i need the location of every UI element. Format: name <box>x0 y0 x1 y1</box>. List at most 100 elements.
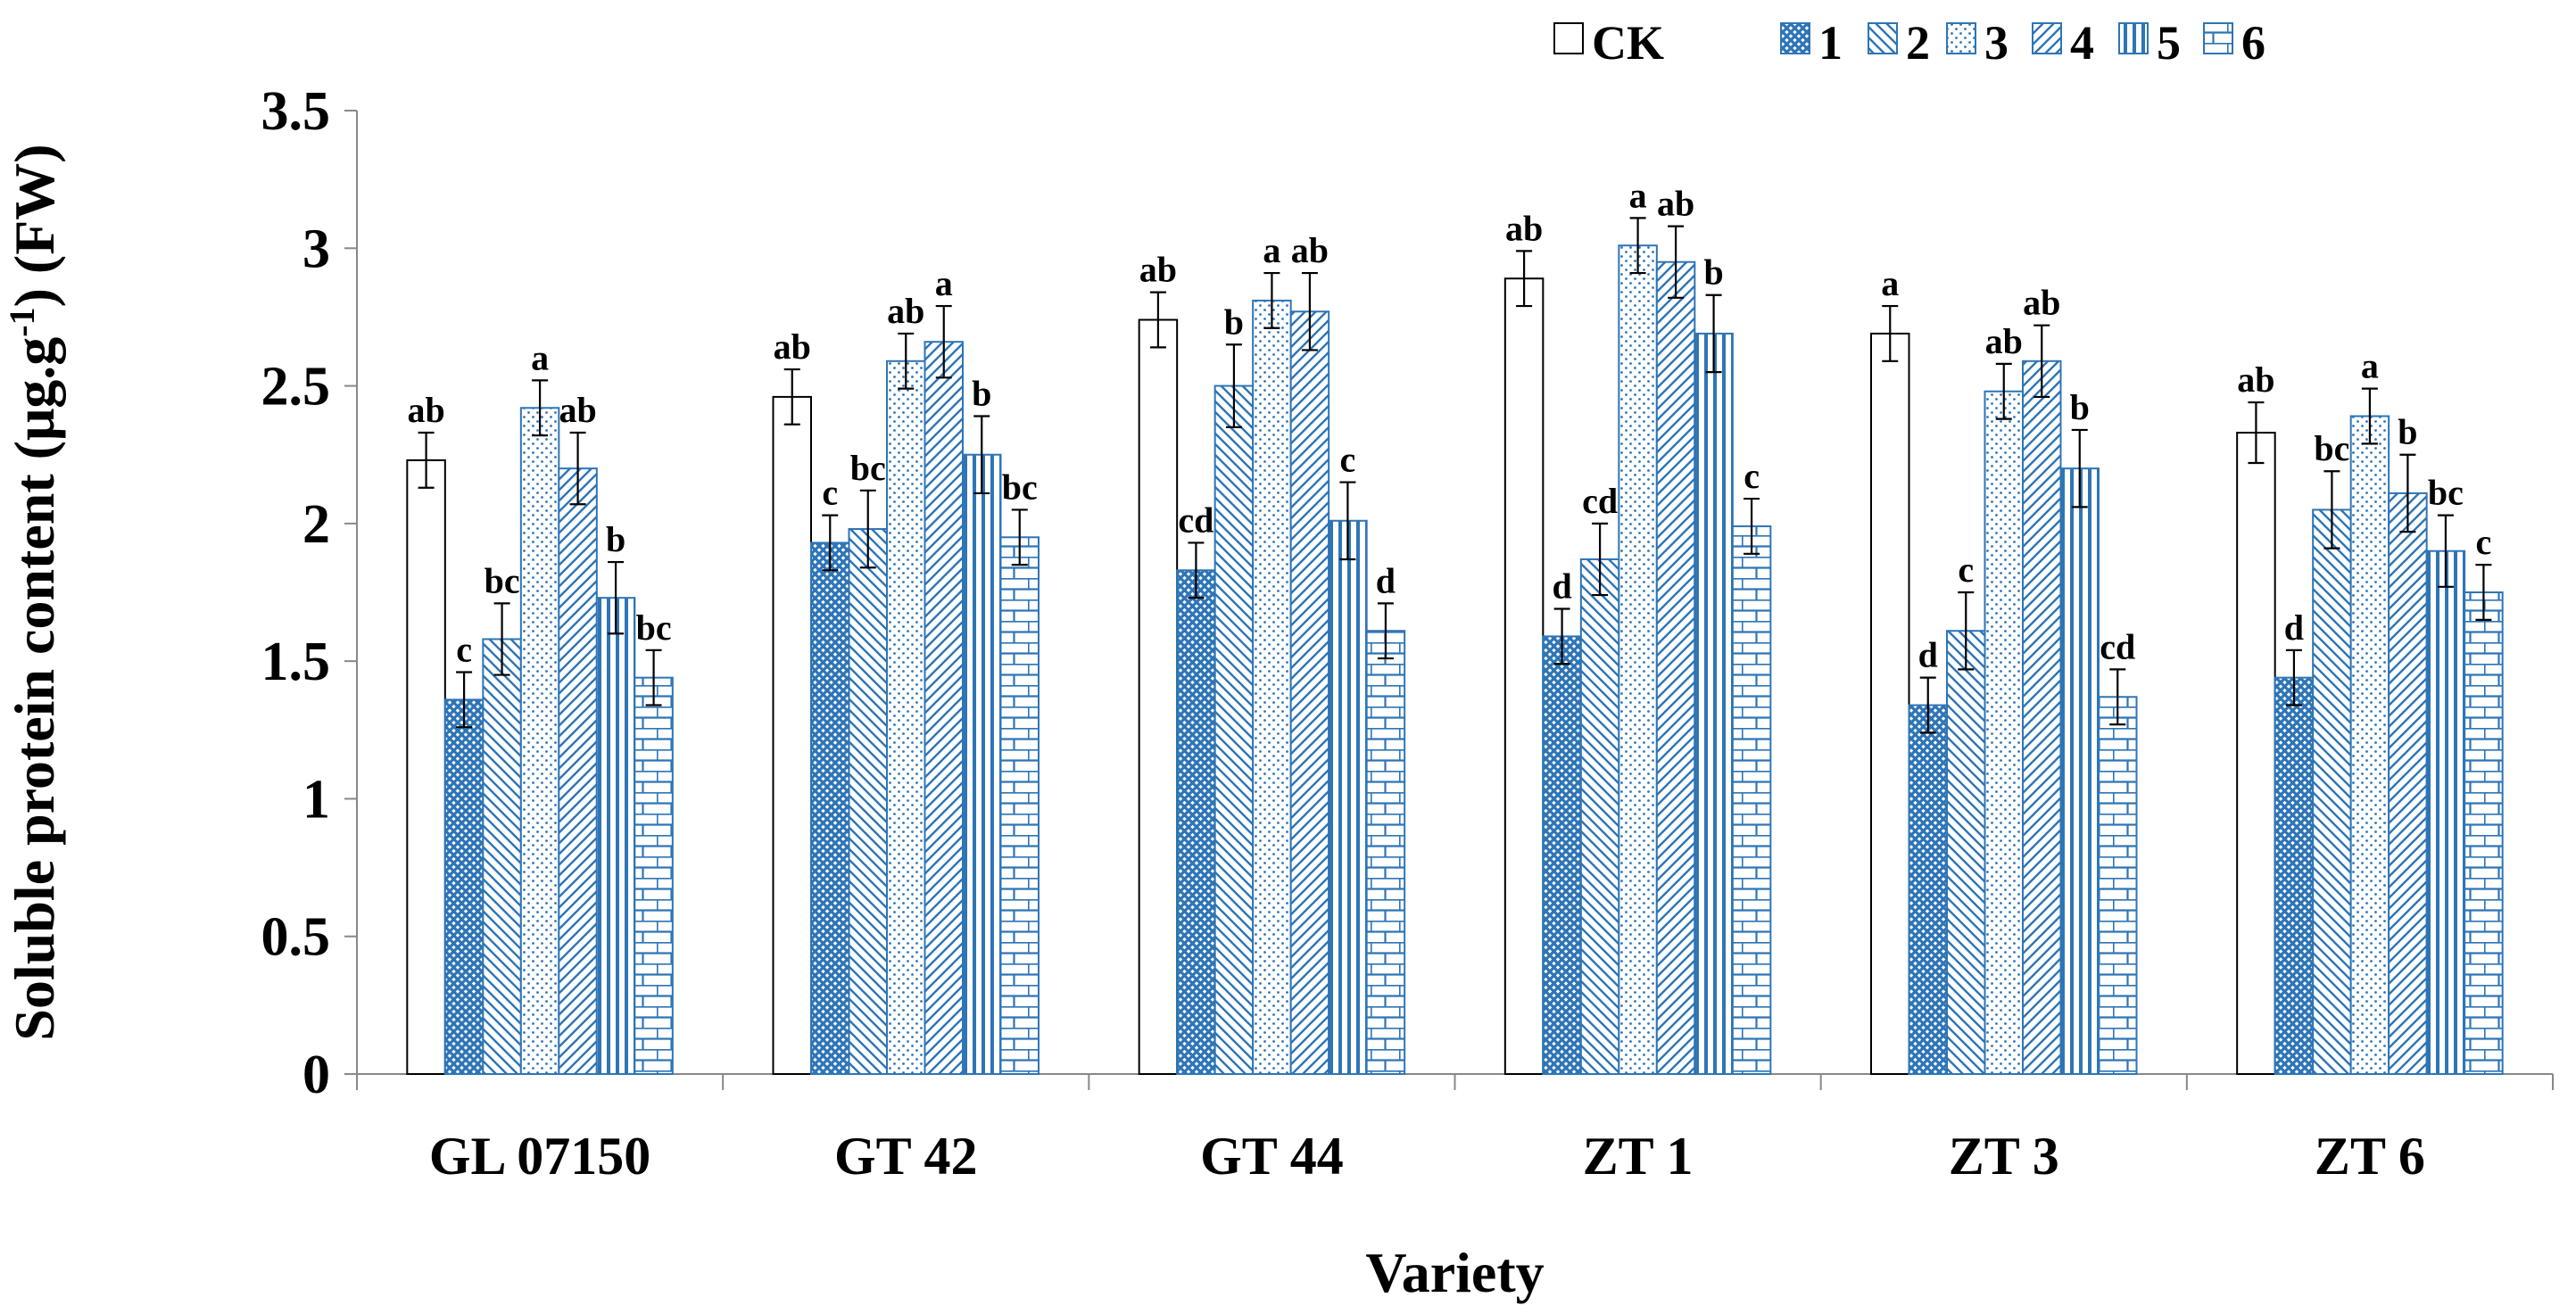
bar <box>886 359 926 1075</box>
x-tick-label: ZT 1 <box>1583 1127 1694 1186</box>
significance-label: bc <box>636 607 672 648</box>
bar <box>634 676 674 1076</box>
legend-label: 3 <box>1984 16 2009 70</box>
bar <box>962 453 1002 1075</box>
legend-swatch <box>1553 22 1584 54</box>
significance-label: ab <box>1291 230 1329 270</box>
y-tick-label: 3 <box>302 219 330 279</box>
legend-label: 4 <box>2070 16 2094 70</box>
significance-label: ab <box>1657 184 1694 224</box>
x-axis-title: Variety <box>1365 1241 1544 1304</box>
bar <box>1984 390 2024 1075</box>
bar <box>1176 569 1216 1075</box>
y-tick-label: 1 <box>302 769 330 830</box>
significance-label: bc <box>2314 428 2349 468</box>
significance-label: ab <box>1985 321 2023 361</box>
y-tick-label: 0 <box>302 1045 330 1105</box>
bar <box>1365 630 1406 1075</box>
bar <box>1503 277 1545 1075</box>
y-tick-label: 1.5 <box>261 632 331 692</box>
bar <box>2388 492 2428 1075</box>
bar <box>1731 525 1772 1075</box>
bar <box>406 459 446 1075</box>
bar <box>1579 558 1620 1075</box>
y-axis-title-superscript: -1 <box>2 307 42 336</box>
bar <box>1694 332 1734 1075</box>
legend-swatch <box>2032 22 2062 54</box>
significance-label: cd <box>1178 500 1213 540</box>
significance-label: b <box>972 374 991 414</box>
significance-label: a <box>935 263 953 303</box>
bar <box>1252 299 1292 1075</box>
bar <box>2274 676 2315 1076</box>
bar <box>2098 696 2138 1075</box>
legend-label: 1 <box>1818 16 1843 70</box>
bar <box>2425 550 2466 1075</box>
bar <box>482 638 522 1075</box>
significance-label: b <box>1703 252 1723 293</box>
significance-label: ab <box>407 390 444 430</box>
legend-label: CK <box>1592 16 1664 70</box>
bar <box>558 467 598 1075</box>
significance-label: a <box>1881 263 1899 303</box>
y-tick-label: 2.5 <box>261 357 331 417</box>
significance-label: cd <box>2100 626 2135 666</box>
bar <box>848 528 888 1075</box>
bar <box>1655 260 1696 1075</box>
significance-label: a <box>1263 230 1280 270</box>
bar <box>772 395 812 1075</box>
significance-label: c <box>2476 522 2492 562</box>
y-tick-label: 0.5 <box>261 907 331 968</box>
significance-label: d <box>2284 607 2304 648</box>
y-tick-label: 2 <box>302 494 330 555</box>
legend-swatch <box>2118 22 2149 54</box>
significance-label: a <box>2361 346 2379 386</box>
bar <box>2349 415 2390 1075</box>
bar <box>443 698 485 1075</box>
significance-label: b <box>1224 302 1244 342</box>
legend-label: 5 <box>2157 16 2181 70</box>
significance-label: c <box>822 473 838 513</box>
bar <box>1542 635 1582 1075</box>
legend-label: 6 <box>2241 16 2265 70</box>
y-axis-title-part: ) (FW) <box>3 144 66 307</box>
significance-label: ab <box>2023 283 2060 323</box>
legend-label: 2 <box>1906 16 1930 70</box>
significance-label: bc <box>1002 467 1038 507</box>
bar <box>1908 704 1948 1075</box>
significance-label: ab <box>1139 250 1177 290</box>
significance-label: ab <box>559 390 596 430</box>
bar <box>2236 432 2276 1075</box>
significance-label: a <box>1629 175 1647 215</box>
y-axis-title: Soluble protein content (μg.g-1) (FW) <box>2 144 66 1040</box>
bar <box>2312 508 2352 1075</box>
bar <box>1328 519 1368 1075</box>
legend-swatch <box>2203 22 2233 54</box>
bar <box>595 597 636 1075</box>
significance-label: cd <box>1582 481 1618 521</box>
significance-label: b <box>606 519 625 559</box>
legend-swatch <box>1868 22 1898 54</box>
significance-label: d <box>1918 635 1938 675</box>
bar <box>1618 244 1658 1075</box>
y-tick-label: 3.5 <box>261 81 331 142</box>
significance-label: ab <box>774 326 811 367</box>
bar <box>2464 591 2504 1075</box>
significance-label: bc <box>485 560 520 600</box>
bar <box>1289 310 1330 1075</box>
bar <box>999 536 1040 1075</box>
bar <box>810 541 850 1075</box>
bar <box>1870 332 1910 1075</box>
significance-label: ab <box>887 291 924 331</box>
legend-swatch <box>1946 22 1976 54</box>
significance-label: b <box>2398 412 2417 452</box>
x-tick-label: ZT 3 <box>1949 1127 2059 1186</box>
bar <box>519 407 560 1075</box>
significance-label: ab <box>1505 208 1543 248</box>
y-axis-title-part: Soluble protein content (μg.g <box>3 337 66 1041</box>
legend-swatch <box>1780 22 1810 54</box>
bar <box>1946 630 1986 1075</box>
x-tick-label: GT 42 <box>834 1127 978 1186</box>
